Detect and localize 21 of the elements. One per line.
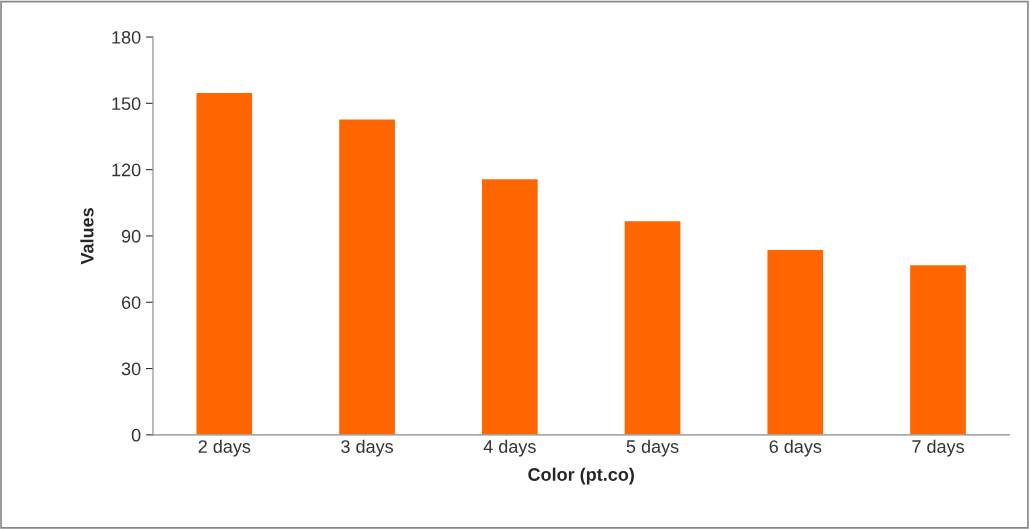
x-tick-label: 4 days <box>483 439 536 457</box>
x-tick-label: 5 days <box>626 439 679 457</box>
x-axis-title: Color (pt.co) <box>528 467 634 485</box>
y-axis-title: Values <box>80 208 94 265</box>
bar <box>623 219 682 435</box>
bar <box>337 118 397 435</box>
bar <box>195 91 254 435</box>
y-tick-label: 60 <box>121 296 141 309</box>
bar <box>908 263 968 435</box>
bar <box>480 177 540 435</box>
x-tick-label: 7 days <box>912 439 964 457</box>
x-tick-label: 3 days <box>341 439 394 457</box>
y-tick-label: 150 <box>112 97 141 111</box>
y-tick-label: 120 <box>112 163 141 177</box>
bar <box>766 248 825 435</box>
y-tick-label: 90 <box>121 229 141 243</box>
y-tick-label: 180 <box>112 30 141 44</box>
x-tick-label: 6 days <box>769 439 822 457</box>
x-tick-label: 2 days <box>198 439 251 457</box>
y-tick-label: 0 <box>131 428 141 442</box>
y-tick-label: 30 <box>121 362 141 376</box>
